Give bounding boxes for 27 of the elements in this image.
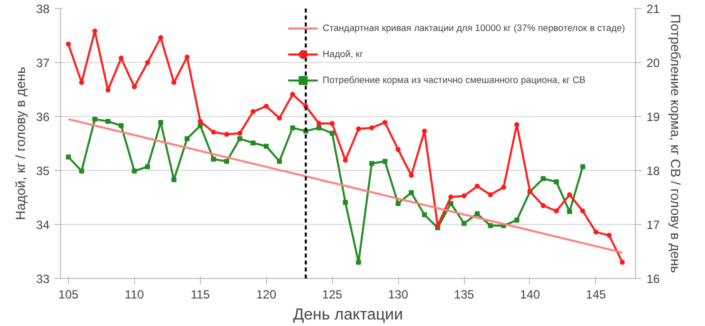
legend-label: Потребление корма из частично смешанного рациона, кг СВ (322, 75, 586, 85)
y-axis-title: Надой, кг / голову в день (13, 66, 28, 220)
legend-label: Стандартная кривая лактации для 10000 кг (37% первотелок в стаде) (322, 23, 625, 33)
y2-tick-label: 18 (646, 164, 660, 178)
y2-tick-label: 17 (646, 218, 660, 232)
y2-tick-label: 16 (646, 272, 660, 286)
x-tick-label: 120 (256, 288, 277, 302)
y2-axis-title: Потребление корма, кг СВ / голову в день (668, 14, 683, 273)
x-tick-label: 140 (520, 288, 540, 302)
y2-tick-label: 19 (646, 110, 660, 124)
y-tick-label: 38 (36, 2, 50, 16)
y2-tick-label: 20 (646, 56, 660, 70)
x-axis-title: День лактации (293, 306, 403, 324)
x-tick-label: 105 (58, 288, 79, 302)
legend-label: Надой, кг (322, 49, 364, 59)
x-tick-label: 135 (454, 288, 474, 302)
y-tick-label: 34 (36, 218, 50, 232)
x-tick-label: 125 (322, 288, 343, 302)
y-tick-label: 37 (36, 56, 50, 70)
x-tick-label: 145 (586, 288, 606, 302)
x-tick-label: 115 (190, 288, 210, 302)
y-tick-label: 33 (36, 272, 50, 286)
y-tick-label: 36 (36, 110, 50, 124)
y2-tick-label: 21 (646, 2, 660, 16)
x-tick-label: 110 (124, 288, 144, 302)
x-tick-label: 130 (388, 288, 408, 302)
y-tick-label: 35 (36, 164, 50, 178)
